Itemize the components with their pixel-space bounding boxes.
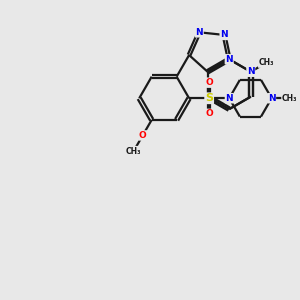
Text: N: N — [225, 55, 233, 64]
Text: N: N — [247, 67, 255, 76]
Text: S: S — [205, 93, 213, 103]
Text: O: O — [205, 78, 213, 87]
Text: CH₃: CH₃ — [282, 94, 297, 103]
Text: N: N — [225, 94, 233, 103]
Text: CH₃: CH₃ — [126, 146, 141, 155]
Text: O: O — [139, 131, 147, 140]
Text: O: O — [205, 109, 213, 118]
Text: N: N — [195, 28, 203, 37]
Text: CH₃: CH₃ — [259, 58, 274, 67]
Text: N: N — [268, 94, 275, 103]
Text: N: N — [220, 30, 228, 39]
